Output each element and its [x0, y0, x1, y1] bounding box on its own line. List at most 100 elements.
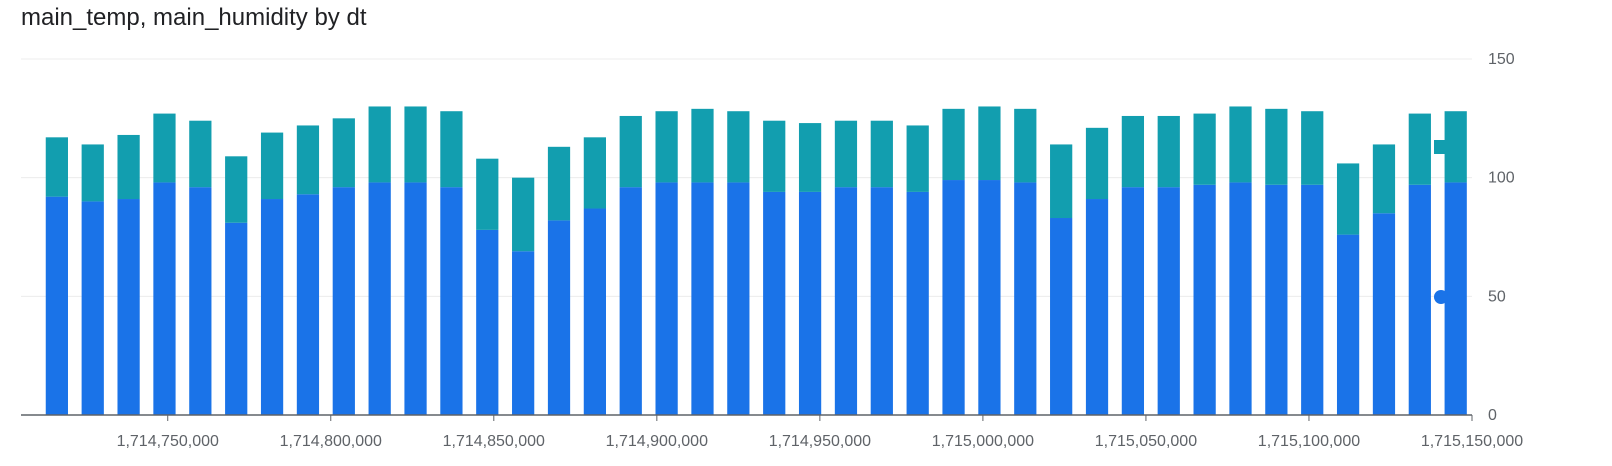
bar-segment-series-1[interactable] — [1408, 184, 1431, 415]
bar-segment-series-2[interactable] — [655, 111, 678, 183]
bar-segment-series-2[interactable] — [404, 106, 427, 183]
bar-segment-series-2[interactable] — [798, 123, 822, 192]
bar-segment-series-2[interactable] — [45, 137, 68, 197]
bar-segment-series-2[interactable] — [727, 111, 750, 183]
bar-segment-series-1[interactable] — [942, 180, 965, 415]
bar-segment-series-1[interactable] — [81, 201, 104, 415]
bar-segment-series-1[interactable] — [1444, 182, 1467, 415]
bar-segment-series-2[interactable] — [1050, 144, 1073, 219]
bar-segment-series-1[interactable] — [404, 182, 427, 415]
bar-segment-series-2[interactable] — [260, 132, 284, 200]
bar-segment-series-1[interactable] — [763, 191, 786, 415]
bar-segment-series-2[interactable] — [583, 137, 606, 209]
x-tick-label: 1,714,950,000 — [769, 433, 871, 450]
bar-segment-series-1[interactable] — [727, 182, 750, 415]
bar-segment-series-2[interactable] — [1229, 106, 1252, 183]
x-tick-label: 1,715,000,000 — [932, 433, 1034, 450]
bar-segment-series-2[interactable] — [296, 125, 320, 195]
bar-segment-series-1[interactable] — [225, 222, 248, 415]
x-tick-label: 1,715,050,000 — [1095, 433, 1197, 450]
bar-segment-series-2[interactable] — [691, 108, 714, 183]
x-tick-label: 1,715,100,000 — [1258, 433, 1360, 450]
bar-segment-series-1[interactable] — [870, 187, 893, 415]
bar-segment-series-1[interactable] — [1014, 182, 1037, 415]
bar-segment-series-2[interactable] — [368, 106, 391, 183]
bar-segment-series-2[interactable] — [440, 111, 463, 188]
bar-segment-series-1[interactable] — [117, 199, 140, 415]
bar-segment-series-1[interactable] — [1085, 199, 1109, 415]
bar-segment-series-2[interactable] — [906, 125, 929, 192]
bar-segment-series-1[interactable] — [1301, 184, 1324, 415]
bar-segment-series-2[interactable] — [1193, 113, 1216, 185]
legend — [1434, 140, 1448, 304]
bar-segment-series-2[interactable] — [1301, 111, 1324, 185]
bar-segment-series-2[interactable] — [547, 146, 571, 221]
bar-segment-series-1[interactable] — [1193, 184, 1216, 415]
bar-segment-series-2[interactable] — [1121, 115, 1145, 188]
bar-segment-series-2[interactable] — [1444, 111, 1467, 183]
y-tick-label: 150 — [1488, 51, 1515, 68]
x-tick-label: 1,715,150,000 — [1421, 433, 1523, 450]
bar-segment-series-2[interactable] — [1408, 113, 1431, 185]
chart-title: main_temp, main_humidity by dt — [21, 4, 367, 31]
x-tick-label: 1,714,900,000 — [606, 433, 708, 450]
bar-segment-series-1[interactable] — [619, 187, 642, 415]
bar-segment-series-2[interactable] — [225, 156, 248, 223]
bar-segment-series-2[interactable] — [153, 113, 176, 183]
x-tick-label: 1,714,750,000 — [117, 433, 219, 450]
bar-segment-series-1[interactable] — [368, 182, 391, 415]
bar-segment-series-1[interactable] — [1157, 187, 1180, 415]
bar-segment-series-1[interactable] — [547, 220, 571, 415]
bar-segment-series-2[interactable] — [619, 115, 642, 188]
bar-segment-series-1[interactable] — [798, 191, 822, 415]
bar-segment-series-2[interactable] — [1372, 144, 1396, 214]
bar-segment-series-1[interactable] — [834, 187, 858, 415]
bar-segment-series-1[interactable] — [691, 182, 714, 415]
bar-segment-series-1[interactable] — [906, 191, 929, 415]
bar-segment-series-2[interactable] — [1085, 127, 1109, 200]
bar-segment-series-1[interactable] — [978, 180, 1001, 415]
bar-segment-series-2[interactable] — [1265, 108, 1288, 185]
y-tick-label: 50 — [1488, 288, 1506, 305]
bar-segment-series-1[interactable] — [655, 182, 678, 415]
bar-segment-series-2[interactable] — [1157, 115, 1180, 188]
bar-segment-series-1[interactable] — [1121, 187, 1145, 415]
legend-marker-circle[interactable] — [1434, 290, 1448, 304]
bar-segment-series-1[interactable] — [45, 196, 68, 415]
bar-segment-series-2[interactable] — [332, 118, 355, 188]
bar-segment-series-1[interactable] — [1229, 182, 1252, 415]
bar-segment-series-2[interactable] — [476, 158, 499, 230]
y-tick-label: 0 — [1488, 407, 1497, 424]
bar-segment-series-1[interactable] — [189, 187, 212, 415]
bars — [45, 106, 1467, 415]
bar-segment-series-2[interactable] — [942, 108, 965, 181]
bar-segment-series-1[interactable] — [1265, 184, 1288, 415]
bar-segment-series-2[interactable] — [978, 106, 1001, 181]
bar-segment-series-2[interactable] — [870, 120, 893, 188]
bar-segment-series-1[interactable] — [440, 187, 463, 415]
bar-segment-series-2[interactable] — [117, 134, 140, 200]
bar-segment-series-1[interactable] — [296, 194, 320, 415]
bar-segment-series-2[interactable] — [512, 177, 535, 252]
axes: 0 50 100 150 1,714,750,000 1,714,800,000 1,714… — [21, 51, 1523, 450]
bar-segment-series-1[interactable] — [260, 199, 284, 415]
bar-segment-series-1[interactable] — [1372, 213, 1396, 415]
bar-segment-series-1[interactable] — [476, 229, 499, 415]
bar-segment-series-2[interactable] — [81, 144, 104, 202]
bar-segment-series-1[interactable] — [153, 182, 176, 415]
bar-segment-series-1[interactable] — [512, 251, 535, 415]
bar-segment-series-2[interactable] — [189, 120, 212, 188]
y-tick-label: 100 — [1488, 170, 1515, 187]
bar-segment-series-1[interactable] — [1336, 234, 1360, 415]
bar-segment-series-2[interactable] — [834, 120, 858, 188]
legend-marker-square[interactable] — [1434, 140, 1448, 154]
bar-segment-series-2[interactable] — [1014, 108, 1037, 183]
bar-segment-series-2[interactable] — [1336, 163, 1360, 235]
bar-segment-series-1[interactable] — [583, 208, 606, 415]
x-tick-label: 1,714,850,000 — [443, 433, 545, 450]
bar-segment-series-1[interactable] — [332, 187, 355, 415]
bar-segment-series-1[interactable] — [1050, 218, 1073, 415]
bar-segment-series-2[interactable] — [763, 120, 786, 192]
